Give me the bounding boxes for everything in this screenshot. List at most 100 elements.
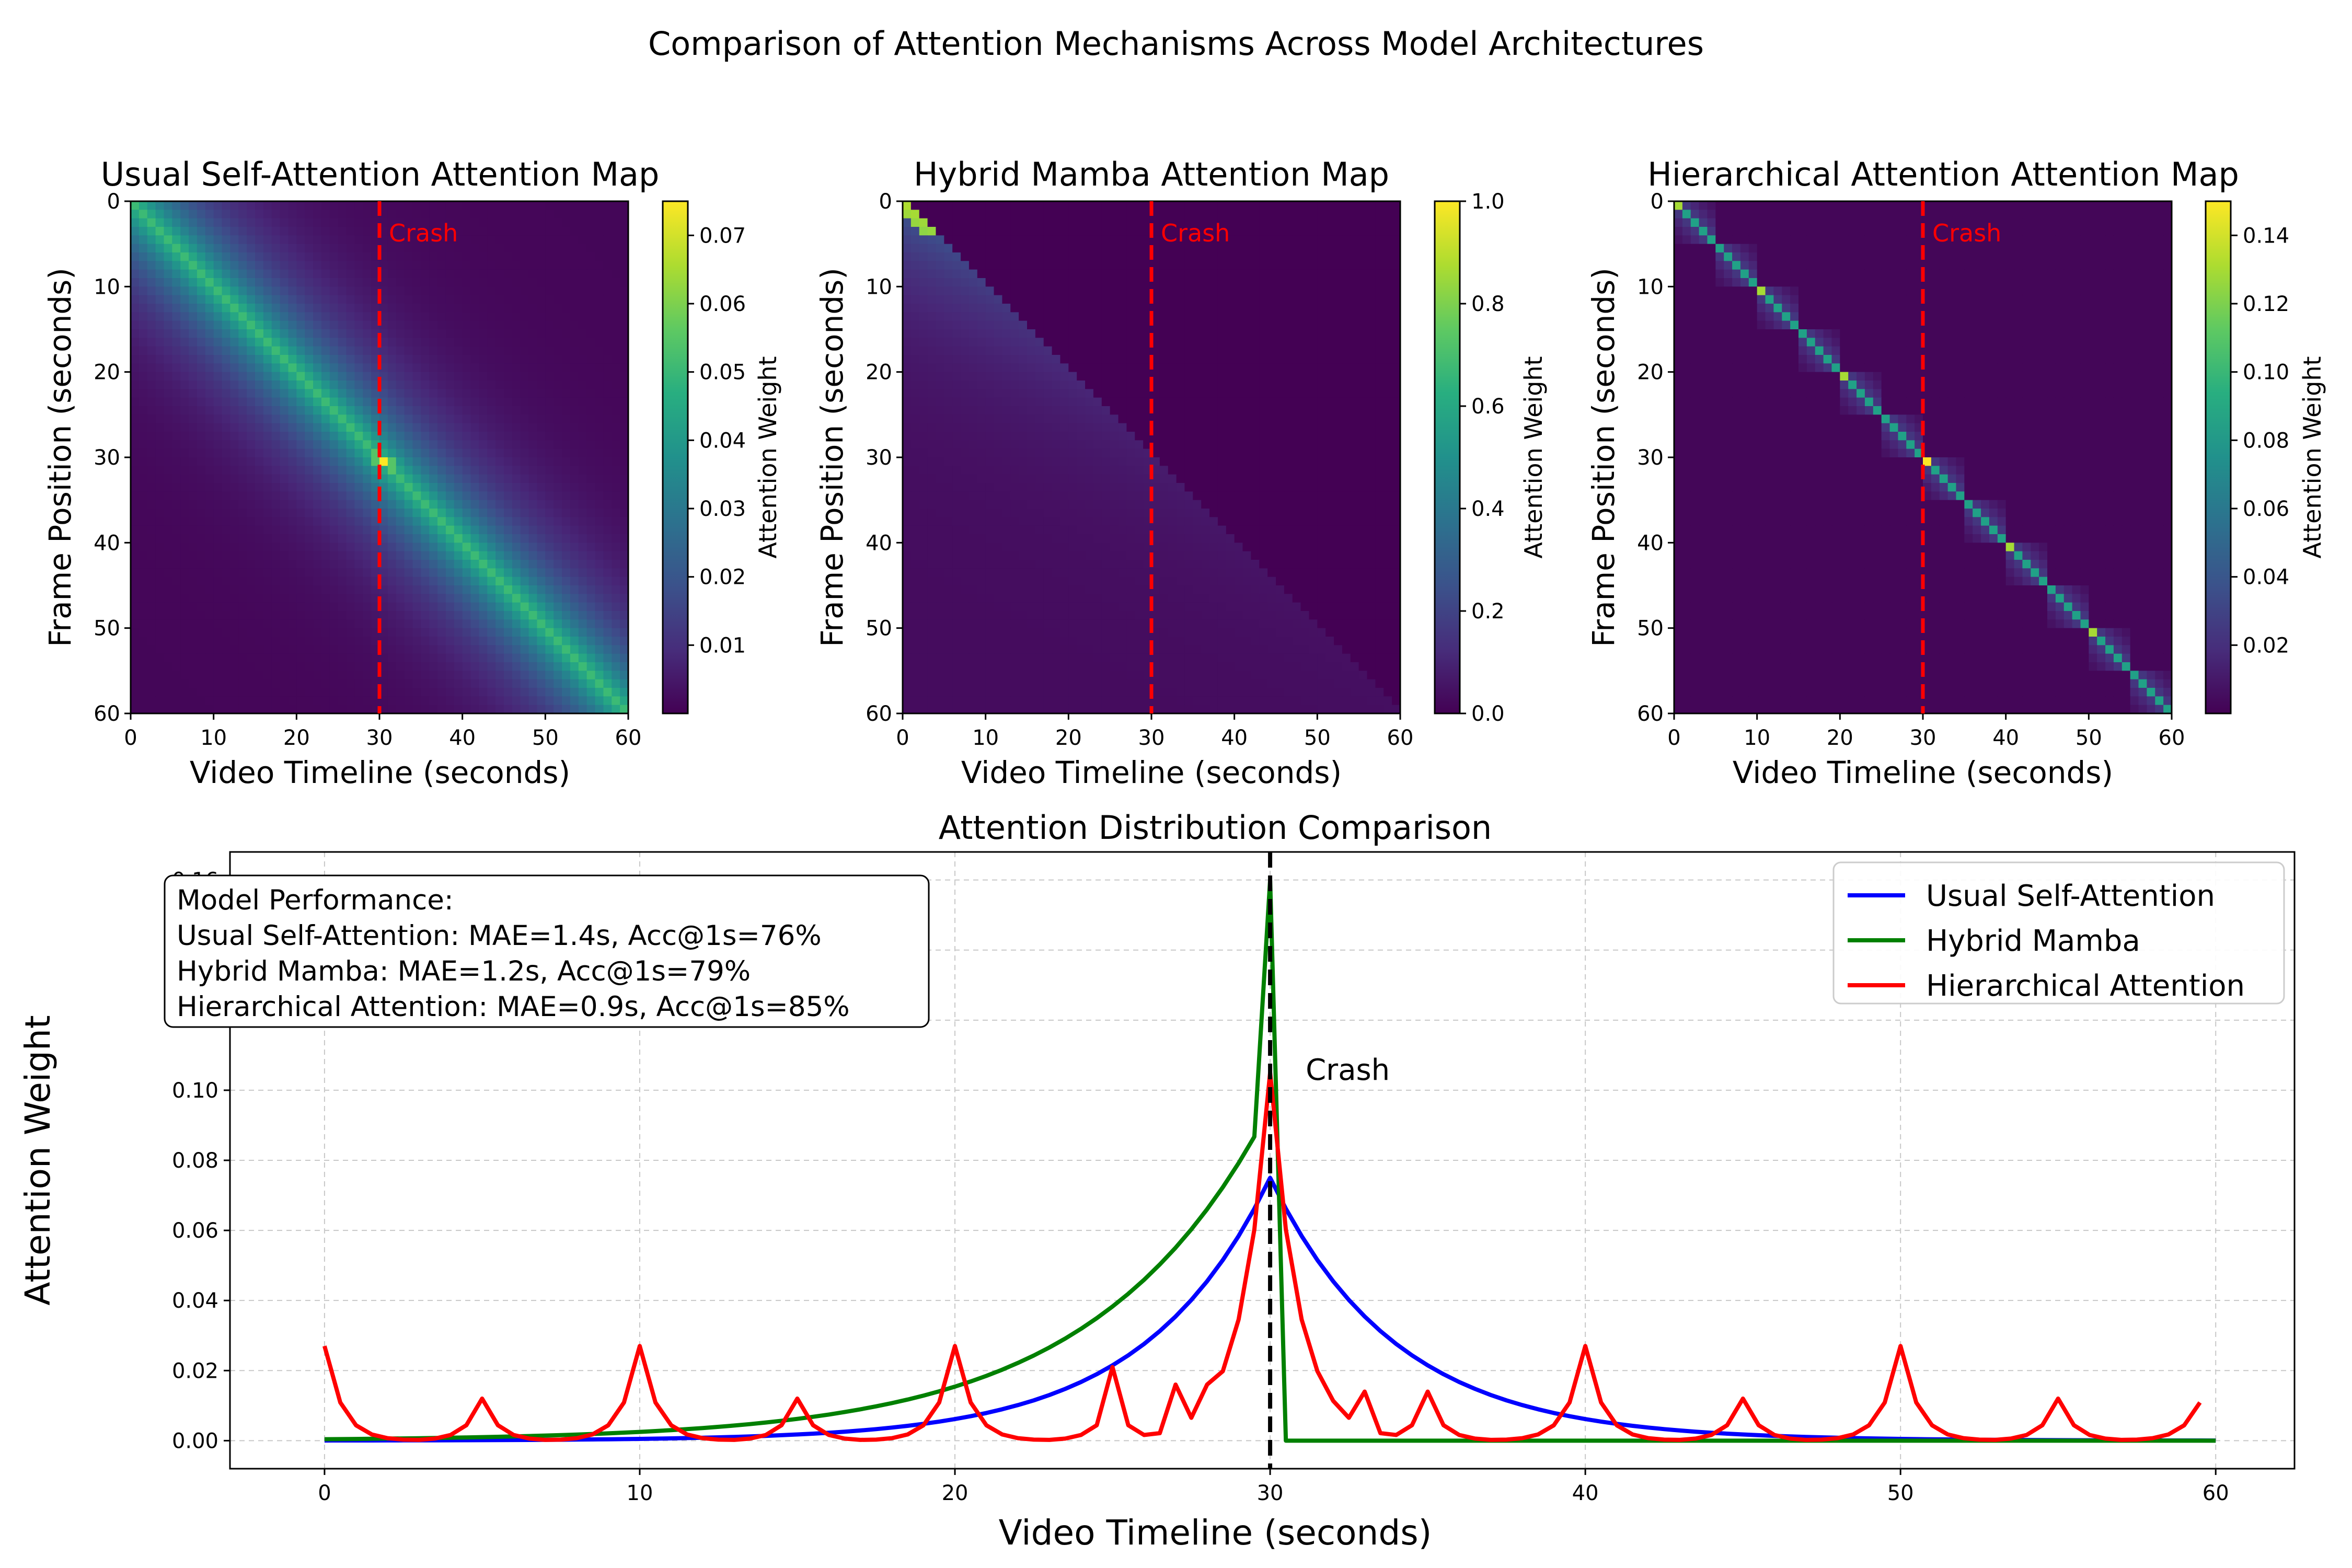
heatmap-cell [520, 295, 529, 304]
heatmap-cell [338, 500, 347, 509]
heatmap-cell [271, 500, 281, 509]
heatmap-cell [412, 252, 421, 261]
heatmap-cell [230, 568, 239, 578]
heatmap-cell [1267, 278, 1276, 287]
heatmap-cell [155, 577, 165, 586]
heatmap-cell [919, 210, 928, 219]
heatmap-cell [329, 645, 339, 654]
heatmap-cell [346, 594, 355, 603]
heatmap-cell [263, 577, 272, 586]
heatmap-cell [197, 338, 206, 347]
heatmap-cell [346, 525, 355, 535]
heatmap-cell [147, 534, 156, 543]
heatmap-cell [271, 363, 281, 373]
heatmap-cell [155, 363, 165, 373]
heatmap-cell [155, 594, 165, 603]
heatmap-cell [1002, 381, 1011, 389]
heatmap-cell [512, 346, 521, 355]
heatmap-cell [263, 551, 272, 560]
heatmap-cell [1159, 210, 1169, 219]
heatmap-cell [238, 602, 247, 612]
heatmap-cell [595, 218, 604, 227]
heatmap-cell [172, 619, 181, 629]
heatmap-cell [919, 338, 928, 347]
heatmap-cell [1392, 381, 1401, 389]
heatmap-cell [1334, 227, 1343, 236]
heatmap-cell [936, 201, 944, 210]
heatmap-cell [155, 389, 165, 398]
heatmap-cell [1151, 269, 1160, 279]
heatmap-cell [1151, 286, 1160, 296]
heatmap-cell [379, 423, 388, 432]
heatmap-cell [1110, 201, 1119, 210]
heatmap-cell [903, 286, 912, 296]
heatmap-cell [280, 278, 289, 287]
heatmap-cell [1101, 261, 1111, 270]
heatmap-cell [1276, 201, 1285, 210]
heatmap-cell [504, 466, 513, 475]
heatmap-cell [338, 568, 347, 578]
heatmap-cell [338, 466, 347, 475]
heatmap-cell [131, 662, 140, 671]
heatmap-cell [371, 227, 380, 236]
heatmap-cell [354, 543, 363, 552]
heatmap-cell [387, 397, 397, 407]
heatmap-cell [305, 585, 314, 594]
heatmap-cell [180, 295, 189, 304]
heatmap-cell [578, 491, 587, 501]
heatmap-cell [1358, 278, 1368, 287]
heatmap-cell [1110, 235, 1119, 245]
heatmap-cell [612, 278, 620, 287]
heatmap-cell [412, 594, 421, 603]
heatmap-cell [1118, 286, 1127, 296]
heatmap-cell [1367, 329, 1376, 338]
heatmap-cell [1358, 372, 1368, 381]
heatmap-cell [454, 320, 463, 330]
heatmap-cell [445, 619, 455, 629]
heatmap-cell [189, 218, 198, 227]
heatmap-cell [578, 662, 587, 671]
heatmap-cell [363, 688, 372, 697]
heatmap-cell [1184, 338, 1193, 347]
heatmap-cell [338, 423, 347, 432]
heatmap-cell [612, 389, 620, 398]
heatmap-cell [1276, 227, 1285, 236]
heatmap-cell [1151, 329, 1160, 338]
heatmap-cell [554, 500, 562, 509]
heatmap-cell [1043, 312, 1053, 321]
heatmap-cell [1168, 372, 1177, 381]
heatmap-cell [520, 320, 529, 330]
heatmap-cell [131, 611, 140, 620]
heatmap-cell [238, 355, 247, 364]
heatmap-cell [429, 261, 438, 270]
figure-title: Comparison of Attention Mechanisms Acros… [648, 25, 1704, 63]
heatmap-cell [288, 218, 297, 227]
heatmap-cell [1085, 235, 1094, 245]
heatmap-cell [354, 210, 363, 219]
heatmap-cell [387, 637, 397, 645]
heatmap-cell [1392, 304, 1401, 313]
heatmap-cell [296, 637, 305, 645]
heatmap-cell [429, 628, 438, 637]
heatmap-cell [421, 252, 430, 261]
heatmap-cell [504, 304, 513, 313]
heatmap-cell [1342, 355, 1351, 364]
heatmap-cell [612, 329, 620, 338]
heatmap-cell [379, 201, 388, 210]
heatmap-cell [1010, 295, 1019, 304]
heatmap-cell [412, 688, 421, 697]
heatmap-cell [445, 457, 455, 466]
heatmap-cell [354, 688, 363, 697]
heatmap-cell [280, 389, 289, 398]
heatmap-cell [271, 585, 281, 594]
heatmap-cell [288, 585, 297, 594]
heatmap-cell [495, 329, 504, 338]
heatmap-cell [903, 218, 912, 227]
heatmap-cell [537, 363, 546, 373]
heatmap-cell [197, 619, 206, 629]
heatmap-cell [429, 679, 438, 688]
heatmap-cell [197, 414, 206, 424]
heatmap-cell [1118, 201, 1127, 210]
heatmap-cell [205, 286, 214, 296]
heatmap-cell [147, 432, 156, 441]
